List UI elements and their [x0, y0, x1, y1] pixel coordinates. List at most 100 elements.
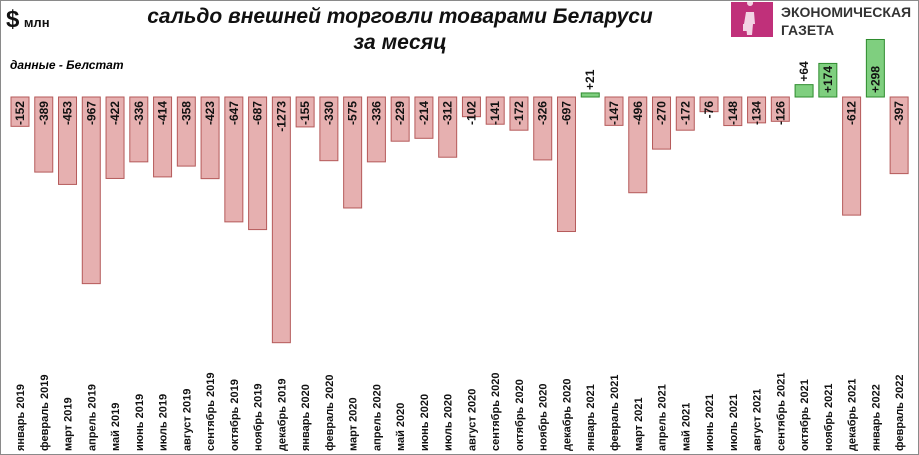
- bar: [461, 96, 481, 118]
- data-label: -172: [678, 101, 692, 125]
- bar: [533, 96, 553, 161]
- data-label: -336: [132, 101, 146, 125]
- bar: [770, 96, 790, 122]
- data-label: +298: [868, 66, 882, 93]
- data-label: -647: [227, 101, 241, 125]
- x-tick-label: январь 2019: [15, 384, 27, 451]
- data-label: +21: [583, 69, 597, 90]
- x-tick-label: август 2020: [466, 389, 478, 451]
- bar: [818, 62, 838, 98]
- bar: [485, 96, 505, 125]
- chart-title: сальдо внешней торговли товарами Беларус…: [120, 4, 680, 56]
- bar: [652, 96, 672, 150]
- x-tick-label: сентябрь 2021: [775, 373, 787, 452]
- x-tick-label: март 2019: [63, 397, 75, 451]
- bar: [842, 96, 862, 216]
- data-label: -270: [655, 101, 669, 125]
- x-tick-label: февраль 2020: [324, 375, 336, 451]
- data-label: -102: [464, 101, 478, 125]
- data-label: -687: [251, 101, 265, 125]
- bar: [556, 96, 576, 233]
- x-tick-label: октябрь 2020: [514, 379, 526, 451]
- bar: [438, 96, 458, 158]
- bar: [129, 96, 149, 163]
- data-label: -155: [298, 101, 312, 125]
- data-label: +64: [797, 61, 811, 82]
- data-label: -612: [845, 101, 859, 125]
- x-tick-label: август 2021: [752, 389, 764, 451]
- data-label: -229: [393, 101, 407, 125]
- logo-text: ЭКОНОМИЧЕСКАЯ ГАЗЕТА: [781, 3, 911, 39]
- x-tick-label: октябрь 2021: [799, 379, 811, 451]
- data-label: +174: [821, 66, 835, 93]
- bar: [176, 96, 196, 167]
- bar: [628, 96, 648, 194]
- x-tick-label: март 2020: [348, 397, 360, 451]
- x-tick-label: ноябрь 2020: [538, 384, 550, 451]
- x-tick-label: декабрь 2020: [561, 378, 573, 451]
- bar: [343, 96, 363, 209]
- x-tick-label: апрель 2019: [86, 384, 98, 451]
- bar: [604, 96, 624, 126]
- bar: [723, 96, 743, 127]
- x-tick-label: январь 2022: [870, 384, 882, 451]
- x-tick-label: январь 2020: [300, 384, 312, 451]
- data-label: -134: [750, 101, 764, 125]
- bar: [699, 96, 719, 113]
- bar: [319, 96, 339, 162]
- bar: [390, 96, 410, 142]
- x-tick-label: июль 2020: [443, 394, 455, 451]
- bar: [10, 96, 30, 127]
- x-tick-label: декабрь 2021: [847, 378, 859, 451]
- unit-text: млн: [23, 15, 50, 30]
- bar: [271, 96, 291, 344]
- data-label: -330: [322, 101, 336, 125]
- x-tick-label: ноябрь 2021: [823, 384, 835, 451]
- data-label: -397: [892, 101, 906, 125]
- data-label: -697: [559, 101, 573, 125]
- x-tick-label: май 2020: [395, 403, 407, 451]
- x-tick-label: ноябрь 2019: [253, 384, 265, 451]
- bar: [580, 92, 600, 98]
- x-tick-label: июнь 2021: [704, 394, 716, 451]
- source-note: данные - Белстат: [10, 58, 124, 72]
- data-label: -126: [773, 101, 787, 125]
- x-tick-label: апрель 2021: [657, 384, 669, 451]
- data-label: -326: [536, 101, 550, 125]
- bar: [889, 96, 909, 175]
- logo-line2: ГАЗЕТА: [781, 22, 835, 38]
- x-tick-label: март 2021: [633, 397, 645, 451]
- data-label: -967: [84, 101, 98, 125]
- x-tick-label: июнь 2019: [134, 394, 146, 451]
- bar: [675, 96, 695, 131]
- x-tick-label: май 2019: [110, 403, 122, 451]
- x-tick-label: июль 2019: [158, 394, 170, 451]
- x-tick-label: июнь 2020: [419, 394, 431, 451]
- logo-icon: [731, 0, 773, 37]
- data-label: -453: [61, 101, 75, 125]
- bar: [414, 96, 434, 139]
- data-label: -148: [726, 101, 740, 125]
- bar: [794, 84, 814, 98]
- x-tick-label: сентябрь 2019: [205, 373, 217, 452]
- data-label: -423: [203, 101, 217, 125]
- data-label: -414: [156, 101, 170, 125]
- chart-title-line1: сальдо внешней торговли товарами Беларус…: [147, 5, 653, 28]
- x-tick-label: июль 2021: [728, 394, 740, 451]
- data-label: -76: [702, 101, 716, 119]
- bar: [34, 96, 54, 173]
- x-tick-label: февраль 2022: [894, 375, 906, 451]
- bar: [153, 96, 173, 178]
- bar: [747, 96, 767, 124]
- data-label: -1273: [274, 101, 288, 132]
- data-label: -336: [369, 101, 383, 125]
- data-label: -214: [417, 101, 431, 125]
- data-label: -312: [441, 101, 455, 125]
- bar: [105, 96, 125, 179]
- bar: [509, 96, 529, 131]
- x-tick-label: октябрь 2019: [229, 379, 241, 451]
- bar: [248, 96, 268, 231]
- data-label: -141: [488, 101, 502, 125]
